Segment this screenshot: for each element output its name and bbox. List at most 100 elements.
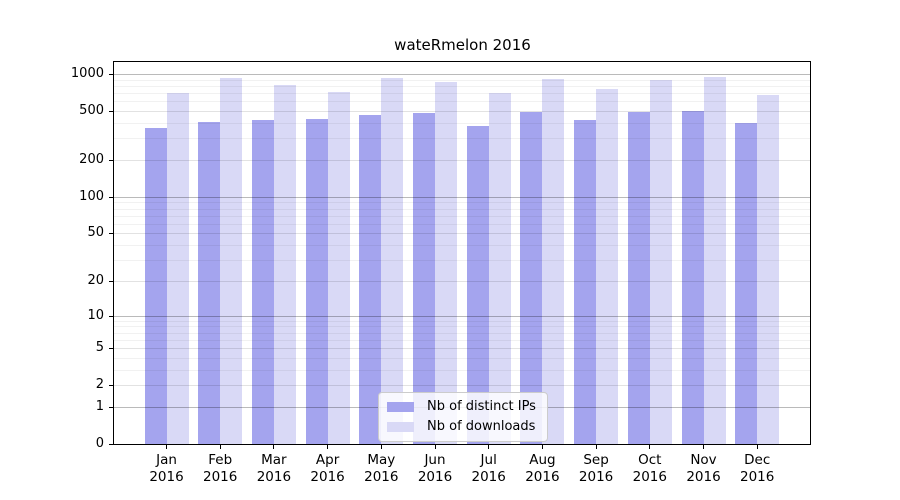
legend-item-downloads: Nb of downloads <box>387 419 536 435</box>
x-tick-mar <box>273 444 275 449</box>
bar-distinct-ips-nov <box>681 111 704 444</box>
legend-swatch-distinct-ips <box>387 402 414 412</box>
bar-downloads-nov <box>703 76 726 444</box>
bar-downloads-feb <box>220 77 243 444</box>
bar-distinct-ips-apr <box>305 118 328 444</box>
bar-distinct-ips-jun <box>413 112 435 444</box>
month-label: May <box>367 452 396 468</box>
x-tick-nov <box>703 444 704 449</box>
x-tick-label-sep: Sep 2016 <box>568 452 624 486</box>
month-label: Apr <box>315 452 340 468</box>
legend-label-distinct-ips: Nb of distinct IPs <box>427 399 536 414</box>
month-label: Aug <box>529 452 556 468</box>
bar-distinct-ips-mar <box>251 120 274 444</box>
bar-downloads-oct <box>649 79 672 444</box>
y-tick-50 <box>109 233 114 235</box>
x-tick-label-apr: Apr 2016 <box>300 452 356 486</box>
y-tick-label-1000: 1000 <box>70 65 104 81</box>
x-tick-dec <box>756 444 758 449</box>
bar-downloads-jul <box>488 93 511 444</box>
x-tick-jul <box>488 444 490 449</box>
x-tick-oct <box>649 444 651 449</box>
y-tick-label-50: 50 <box>87 225 104 241</box>
x-tick-may <box>380 444 382 449</box>
y-tick-label-100: 100 <box>79 188 104 204</box>
year-label: 2016 <box>417 469 453 485</box>
legend: Nb of distinct IPs Nb of downloads <box>378 392 548 442</box>
year-label: 2016 <box>525 469 560 485</box>
y-tick-label-5: 5 <box>95 340 104 356</box>
bar-downloads-aug <box>542 78 565 444</box>
bar-distinct-ips-jan <box>144 128 167 444</box>
y-tick-0 <box>109 444 114 445</box>
month-label: Nov <box>690 452 717 468</box>
bar-distinct-ips-sep <box>574 120 597 444</box>
bar-distinct-ips-dec <box>735 123 758 444</box>
y-tick-label-2: 2 <box>95 377 104 393</box>
y-tick-100 <box>109 196 114 198</box>
year-label: 2016 <box>203 469 238 485</box>
bar-downloads-dec <box>757 95 780 444</box>
year-label: 2016 <box>149 469 184 485</box>
bar-downloads-mar <box>273 84 296 444</box>
y-tick-20 <box>109 280 114 282</box>
x-tick-label-jun: Jun 2016 <box>407 452 463 486</box>
bar-distinct-ips-aug <box>520 111 543 444</box>
year-label: 2016 <box>256 469 292 485</box>
chart-title: wateRmelon 2016 <box>394 36 531 54</box>
x-tick-label-aug: Aug 2016 <box>514 452 570 486</box>
y-tick-label-0: 0 <box>95 436 104 451</box>
x-tick-label-feb: Feb 2016 <box>192 452 248 486</box>
year-label: 2016 <box>578 469 614 485</box>
month-label: Jul <box>480 452 497 468</box>
y-tick-1000 <box>109 73 114 75</box>
x-tick-label-mar: Mar 2016 <box>246 452 302 486</box>
bar-downloads-sep <box>596 88 619 444</box>
x-tick-aug <box>541 444 543 449</box>
year-label: 2016 <box>471 469 506 485</box>
y-tick-label-500: 500 <box>79 103 104 119</box>
y-tick-label-10: 10 <box>87 307 104 323</box>
y-tick-5 <box>109 348 114 350</box>
bar-downloads-jun <box>435 82 457 444</box>
bar-downloads-apr <box>327 92 350 444</box>
bar-distinct-ips-jul <box>466 126 489 444</box>
year-label: 2016 <box>740 469 775 485</box>
x-tick-jan <box>166 444 167 449</box>
bar-downloads-may <box>381 78 404 444</box>
y-tick-label-20: 20 <box>87 272 104 288</box>
plot-area <box>113 61 811 445</box>
y-tick-label-200: 200 <box>79 151 104 167</box>
y-tick-10 <box>109 315 114 317</box>
year-label: 2016 <box>364 469 399 485</box>
legend-item-distinct-ips: Nb of distinct IPs <box>387 399 536 415</box>
month-label: Mar <box>261 452 287 468</box>
bar-distinct-ips-feb <box>198 121 221 444</box>
legend-swatch-downloads <box>387 422 414 432</box>
x-tick-label-may: May 2016 <box>353 452 409 486</box>
bar-downloads-jan <box>166 93 189 444</box>
y-tick-2 <box>109 385 114 387</box>
x-tick-feb <box>219 444 221 449</box>
x-tick-label-dec: Dec 2016 <box>729 452 785 486</box>
month-label: Oct <box>638 452 662 468</box>
x-tick-label-jan: Jan 2016 <box>139 452 195 486</box>
year-label: 2016 <box>310 469 345 485</box>
month-label: Dec <box>744 452 771 468</box>
year-label: 2016 <box>632 469 667 485</box>
x-tick-sep <box>595 444 597 449</box>
bar-distinct-ips-may <box>359 114 382 444</box>
month-label: Sep <box>583 452 609 468</box>
x-tick-label-nov: Nov 2016 <box>676 452 732 486</box>
x-tick-label-oct: Oct 2016 <box>622 452 678 486</box>
x-tick-apr <box>327 444 329 449</box>
y-tick-200 <box>109 159 114 161</box>
month-label: Feb <box>208 452 233 468</box>
x-tick-jun <box>434 444 436 449</box>
month-label: Jan <box>156 452 177 468</box>
bar-distinct-ips-oct <box>627 112 650 444</box>
year-label: 2016 <box>686 469 721 485</box>
x-tick-label-jul: Jul 2016 <box>461 452 517 486</box>
legend-label-downloads: Nb of downloads <box>427 419 536 434</box>
